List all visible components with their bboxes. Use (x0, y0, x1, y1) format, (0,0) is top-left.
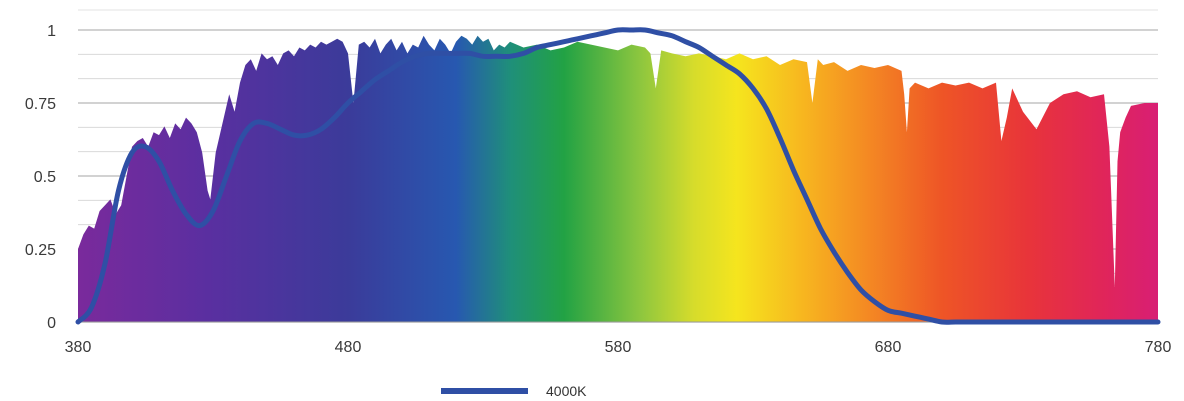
y-tick-label: 0 (47, 315, 56, 332)
spectrum-area (78, 35, 1158, 323)
legend: 4000K (441, 383, 587, 399)
x-tick-label: 680 (875, 339, 902, 356)
y-tick-label: 0.75 (25, 96, 56, 113)
x-tick-label: 480 (335, 339, 362, 356)
y-tick-label: 0.5 (34, 169, 56, 186)
series-line-4000k (75, 27, 1161, 325)
y-axis-ticks: 0 0.25 0.5 0.75 1 (25, 23, 56, 332)
x-axis-ticks: 380 480 580 680 780 (65, 339, 1172, 356)
x-tick-label: 580 (605, 339, 632, 356)
y-tick-label: 0.25 (25, 242, 56, 259)
x-tick-label: 780 (1145, 339, 1172, 356)
x-tick-label: 380 (65, 339, 92, 356)
legend-label-4000k: 4000K (546, 383, 587, 399)
y-tick-label: 1 (47, 23, 56, 40)
